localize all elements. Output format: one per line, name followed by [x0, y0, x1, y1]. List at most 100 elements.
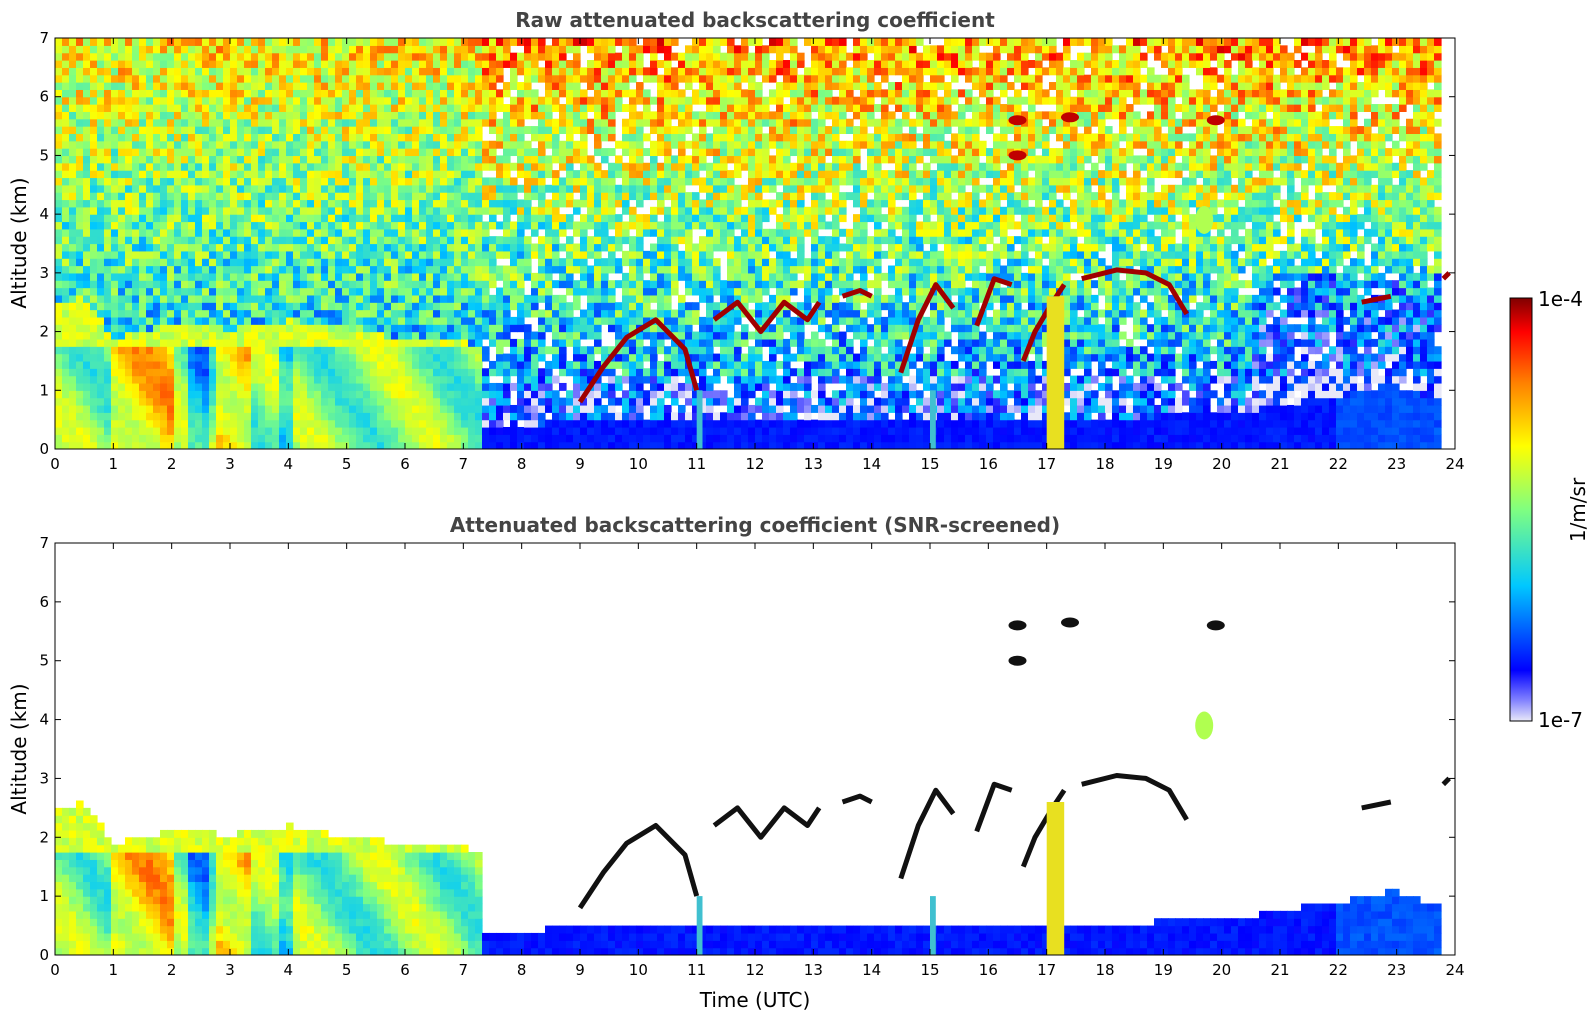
heatmap-cell — [153, 133, 161, 142]
heatmap-cell — [321, 118, 329, 127]
heatmap-cell — [412, 368, 420, 377]
heatmap-cell — [279, 111, 287, 120]
heatmap-cell — [223, 382, 231, 391]
heatmap-cell — [223, 184, 231, 193]
heatmap-cell — [335, 412, 343, 421]
heatmap-cell — [328, 302, 336, 311]
heatmap-cell — [370, 67, 378, 76]
heatmap-cell — [426, 316, 434, 325]
heatmap-cell — [160, 419, 168, 428]
heatmap-cell — [76, 412, 84, 421]
heatmap-cell — [342, 38, 350, 46]
heatmap-cell — [265, 111, 273, 120]
heatmap-cell — [202, 426, 210, 435]
heatmap-cell — [167, 155, 175, 164]
heatmap-cell — [384, 353, 392, 362]
heatmap-cell — [601, 74, 609, 83]
heatmap-cell — [125, 426, 133, 435]
heatmap-cell — [111, 133, 119, 142]
heatmap-cell — [370, 52, 378, 61]
heatmap-cell — [391, 294, 399, 303]
heatmap-cell — [440, 228, 448, 237]
heatmap-cell — [265, 243, 273, 252]
heatmap-cell — [188, 74, 196, 83]
heatmap-cell — [594, 52, 602, 61]
heatmap-cell — [237, 199, 245, 208]
heatmap-cell — [104, 38, 112, 46]
heatmap-cell — [419, 96, 427, 105]
heatmap-cell — [685, 45, 693, 54]
heatmap-cell — [321, 309, 329, 318]
heatmap-cell — [419, 236, 427, 245]
heatmap-cell — [174, 382, 182, 391]
heatmap-cell — [482, 221, 490, 230]
heatmap-cell — [622, 82, 630, 90]
heatmap-cell — [482, 309, 490, 318]
heatmap-cell — [90, 162, 98, 171]
heatmap-cell — [559, 294, 567, 303]
heatmap-cell — [328, 250, 336, 259]
heatmap-cell — [405, 441, 413, 449]
heatmap-cell — [76, 272, 84, 281]
heatmap-cell — [433, 302, 441, 311]
heatmap-cell — [195, 67, 203, 76]
heatmap-cell — [629, 324, 637, 333]
heatmap-cell — [685, 111, 693, 120]
heatmap-cell — [475, 316, 483, 325]
heatmap-cell — [692, 111, 700, 120]
heatmap-cell — [209, 324, 217, 333]
heatmap-cell — [671, 397, 679, 406]
heatmap-cell — [636, 375, 644, 384]
heatmap-cell — [125, 243, 133, 252]
heatmap-cell — [167, 177, 175, 186]
heatmap-cell — [244, 60, 252, 68]
heatmap-cell — [244, 126, 252, 135]
heatmap-cell — [678, 368, 686, 377]
heatmap-cell — [97, 382, 105, 391]
heatmap-cell — [237, 272, 245, 281]
heatmap-cell — [118, 89, 126, 98]
heatmap-cell — [237, 184, 245, 193]
heatmap-cell — [153, 441, 161, 449]
heatmap-cell — [398, 199, 406, 208]
heatmap-cell — [300, 184, 308, 193]
heatmap-cell — [692, 155, 700, 164]
heatmap-cell — [167, 316, 175, 325]
heatmap-cell — [223, 368, 231, 377]
heatmap-cell — [160, 111, 168, 120]
heatmap-cell — [272, 382, 280, 391]
heatmap-cell — [181, 192, 189, 201]
heatmap-cell — [293, 199, 301, 208]
heatmap-cell — [76, 111, 84, 120]
heatmap-cell — [524, 375, 532, 384]
heatmap-cell — [482, 82, 490, 90]
heatmap-cell — [181, 441, 189, 449]
heatmap-cell — [118, 118, 126, 127]
heatmap-cell — [454, 228, 462, 237]
heatmap-cell — [181, 412, 189, 421]
heatmap-cell — [538, 38, 546, 46]
heatmap-cell — [139, 133, 147, 142]
heatmap-cell — [391, 214, 399, 223]
heatmap-cell — [174, 236, 182, 245]
heatmap-cell — [300, 243, 308, 252]
heatmap-cell — [510, 111, 518, 120]
heatmap-cell — [566, 302, 574, 311]
heatmap-cell — [517, 316, 525, 325]
heatmap-cell — [69, 360, 77, 369]
heatmap-cell — [412, 316, 420, 325]
heatmap-cell — [496, 89, 504, 98]
heatmap-cell — [286, 412, 294, 421]
heatmap-cell — [510, 140, 518, 149]
heatmap-cell — [475, 162, 483, 171]
heatmap-cell — [363, 441, 371, 449]
heatmap-cell — [510, 346, 518, 355]
heatmap-cell — [671, 228, 679, 237]
heatmap-cell — [55, 236, 63, 245]
heatmap-cell — [307, 228, 315, 237]
heatmap-cell — [538, 404, 546, 413]
heatmap-cell — [664, 89, 672, 98]
heatmap-cell — [97, 294, 105, 303]
heatmap-cell — [146, 104, 154, 112]
heatmap-cell — [132, 280, 140, 289]
